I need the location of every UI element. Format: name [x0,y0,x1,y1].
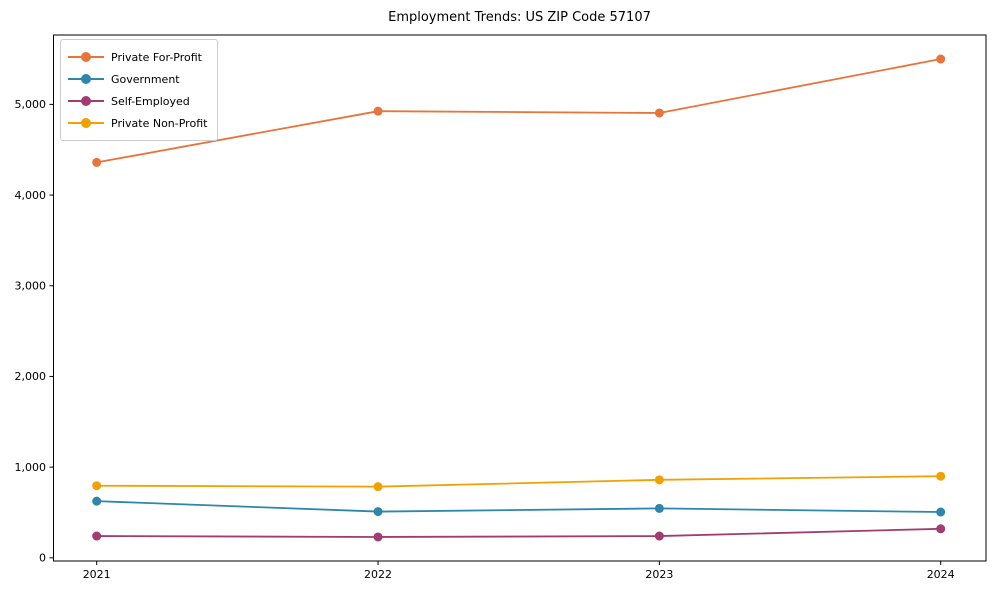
data-point-government-2023 [654,503,664,513]
data-point-government-2024 [936,507,946,517]
y-axis-tick-label: 5,000 [15,98,47,111]
legend-item-private-for-profit: Private For-Profit [68,46,207,68]
legend-item-government: Government [68,68,207,90]
data-point-government-2022 [373,507,383,517]
data-point-self-employed-2021 [92,531,102,541]
y-axis-tick-label: 4,000 [15,189,47,202]
legend-marker-icon [68,74,104,84]
y-axis-tick-label: 0 [39,552,46,565]
series-line-private-for-profit [95,58,942,164]
y-axis-tick-label: 1,000 [15,461,47,474]
data-point-private-for-profit-2023 [654,108,664,118]
legend-label: Private For-Profit [111,50,202,64]
data-point-self-employed-2024 [936,524,946,534]
data-point-private-for-profit-2024 [936,54,946,64]
x-axis-tick-label: 2022 [364,568,392,581]
series-line-government [95,500,942,513]
series-line-self-employed [95,527,942,538]
legend-label: Private Non-Profit [111,116,208,130]
x-axis-tick-label: 2024 [927,568,955,581]
y-axis-tick-label: 2,000 [15,370,47,383]
axes-frame [53,34,987,562]
y-axis-tick-label: 3,000 [15,280,47,293]
data-point-self-employed-2022 [373,532,383,542]
legend: Private For-Profit Government Self-Employe… [60,39,219,141]
legend-item-self-employed: Self-Employed [68,90,207,112]
series-line-private-non-profit [95,475,942,488]
legend-item-private-non-profit: Private Non-Profit [68,112,207,134]
legend-marker-icon [68,118,104,128]
data-point-government-2021 [92,496,102,506]
chart-title: Employment Trends: US ZIP Code 57107 [388,10,651,25]
data-point-self-employed-2023 [654,531,664,541]
legend-marker-icon [68,96,104,106]
legend-marker-icon [68,52,104,62]
x-axis-tick-label: 2021 [83,568,111,581]
data-point-private-non-profit-2022 [373,482,383,492]
data-point-private-non-profit-2023 [654,475,664,485]
data-point-private-non-profit-2024 [936,471,946,481]
legend-label: Self-Employed [111,94,190,108]
data-point-private-non-profit-2021 [92,481,102,491]
data-point-private-for-profit-2021 [92,157,102,167]
legend-label: Government [111,72,180,86]
x-axis-tick-label: 2023 [645,568,673,581]
data-point-private-for-profit-2022 [373,106,383,116]
